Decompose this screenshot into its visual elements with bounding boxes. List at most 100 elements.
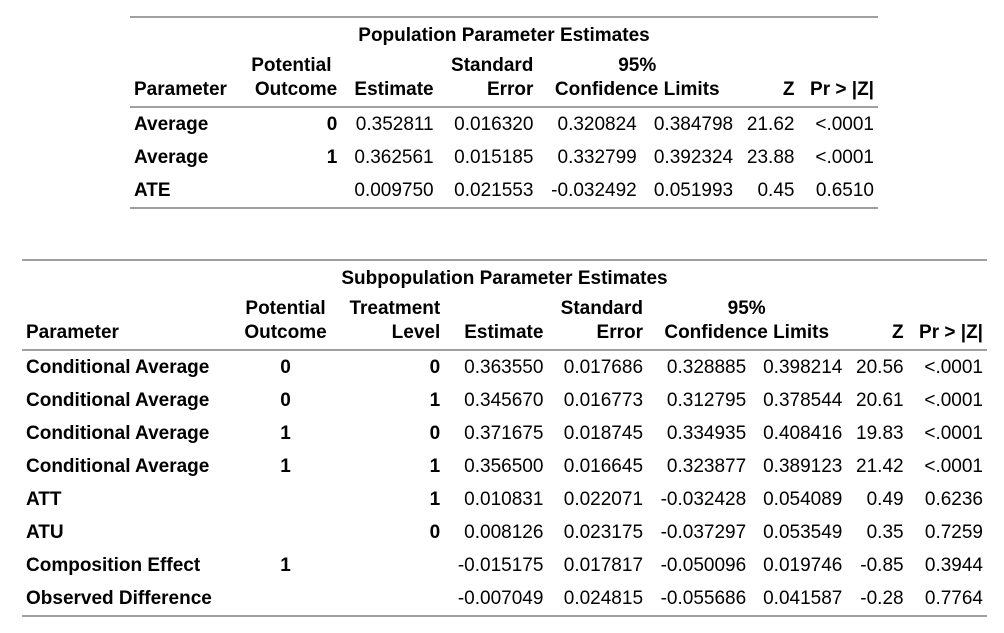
row-stderr: 0.016320 (454, 114, 534, 135)
row-outcome: 1 (280, 555, 291, 576)
header-outcome: Outcome (235, 321, 336, 351)
header-error: Error (547, 321, 648, 351)
row-z: -0.85 (860, 555, 904, 576)
subpopulation-table-title: Subpopulation Parameter Estimates (341, 268, 668, 289)
header-z: Z (737, 78, 799, 108)
population-table-body: Average 0 0.352811 0.016320 0.320824 0.384798… (130, 107, 878, 209)
row-stderr: 0.018745 (563, 423, 644, 444)
row-outcome: 1 (280, 456, 291, 477)
row-estimate: 0.371675 (464, 423, 544, 444)
row-estimate: -0.015175 (457, 555, 544, 576)
row-p: 0.7259 (924, 522, 983, 543)
row-z: -0.28 (846, 582, 908, 617)
row-estimate: 0.010831 (464, 489, 544, 510)
population-estimates-table: Population Parameter Estimates Potential… (130, 16, 878, 209)
population-table-title: Population Parameter Estimates (358, 25, 650, 46)
row-outcome: 0 (326, 114, 338, 135)
row-parameter: Conditional Average (26, 390, 210, 411)
row-outcome: 1 (326, 147, 338, 168)
row-p: <.0001 (924, 423, 983, 444)
row-treatment: 1 (429, 489, 441, 510)
row-stderr: 0.021553 (437, 174, 538, 209)
header-p: Pr > |Z| (907, 321, 987, 351)
row-upper-limit: 0.378544 (763, 390, 843, 411)
header-standard: Standard (451, 55, 534, 76)
table-row: Conditional Average 0 0 0.363550 0.017686 0.3… (22, 350, 987, 384)
table-row: Observed Difference -0.007049 0.024815 -0.0… (22, 582, 987, 617)
row-outcome (235, 582, 336, 617)
row-z: 23.88 (746, 147, 795, 168)
row-lower-limit: 0.312795 (666, 390, 747, 411)
header-z: Z (846, 321, 908, 351)
row-stderr: 0.022071 (563, 489, 644, 510)
row-z: 21.42 (856, 456, 904, 477)
row-outcome (236, 483, 336, 516)
row-lower-limit: -0.032492 (537, 174, 641, 209)
row-upper-limit: 0.041587 (750, 582, 847, 617)
table-row: ATE 0.009750 0.021553 -0.032492 0.051993 0.45… (130, 174, 878, 209)
header-95pct: 95% (618, 55, 657, 76)
row-upper-limit: 0.398214 (763, 357, 843, 378)
row-estimate: 0.352811 (355, 114, 434, 135)
row-treatment: 0 (429, 522, 441, 543)
row-estimate: 0.362561 (354, 147, 434, 168)
row-p: <.0001 (924, 456, 983, 477)
row-lower-limit: -0.050096 (660, 555, 747, 576)
table-row: ATT 1 0.010831 0.022071 -0.032428 0.054089 0.4… (22, 483, 987, 516)
row-parameter: Conditional Average (26, 423, 210, 444)
header-confidence-limits: Confidence Limits (647, 321, 847, 351)
header-standard: Standard (560, 298, 644, 319)
row-stderr: 0.016645 (563, 456, 644, 477)
row-upper-limit: 0.384798 (653, 114, 734, 135)
table-row: Conditional Average 1 1 0.356500 0.016645 0.3… (22, 450, 987, 483)
header-estimate: Estimate (341, 78, 438, 108)
row-parameter: Conditional Average (26, 357, 210, 378)
header-error: Error (437, 78, 538, 108)
row-outcome: 0 (280, 390, 291, 411)
row-stderr: 0.016773 (563, 390, 644, 411)
row-z: 0.49 (866, 489, 904, 510)
row-estimate: 0.008126 (464, 522, 544, 543)
row-outcome: 0 (280, 357, 291, 378)
table-row: Average 0 0.352811 0.016320 0.320824 0.384798… (130, 107, 878, 141)
table-row: Composition Effect 1 -0.015175 0.017817 -0.0… (22, 549, 987, 582)
row-outcome (236, 516, 336, 549)
row-z: 0.45 (737, 174, 799, 209)
table-row: Conditional Average 0 1 0.345670 0.016773 0.3… (22, 384, 987, 417)
header-potential: Potential (245, 298, 326, 319)
header-parameter: Parameter (22, 321, 236, 351)
row-upper-limit: 0.408416 (763, 423, 843, 444)
header-95pct: 95% (727, 298, 766, 319)
row-treatment (335, 549, 444, 582)
row-parameter: Conditional Average (26, 456, 210, 477)
row-lower-limit: 0.320824 (557, 114, 637, 135)
row-estimate: 0.356500 (464, 456, 544, 477)
header-p: Pr > |Z| (798, 78, 878, 108)
row-outcome: 1 (280, 423, 291, 444)
row-upper-limit: 0.019746 (763, 555, 843, 576)
row-p: <.0001 (815, 114, 874, 135)
row-treatment: 1 (429, 390, 441, 411)
row-estimate: 0.009750 (341, 174, 438, 209)
row-lower-limit: -0.032428 (660, 489, 747, 510)
header-parameter: Parameter (130, 78, 242, 108)
row-stderr: 0.024815 (547, 582, 648, 617)
row-upper-limit: 0.053549 (763, 522, 843, 543)
header-potential: Potential (251, 55, 332, 76)
header-estimate: Estimate (444, 321, 548, 351)
header-level: Level (335, 321, 445, 351)
row-p: <.0001 (924, 357, 983, 378)
row-parameter: ATE (130, 174, 242, 209)
row-estimate: 0.345670 (464, 390, 544, 411)
row-upper-limit: 0.392324 (653, 147, 734, 168)
row-parameter: Observed Difference (22, 582, 236, 617)
row-treatment: 1 (429, 456, 441, 477)
row-parameter: Composition Effect (26, 555, 201, 576)
row-stderr: 0.017817 (563, 555, 644, 576)
row-estimate: -0.007049 (444, 582, 548, 617)
row-p: <.0001 (924, 390, 983, 411)
row-treatment: 0 (429, 357, 441, 378)
row-stderr: 0.015185 (454, 147, 534, 168)
row-upper-limit: 0.051993 (640, 174, 738, 209)
row-z: 20.61 (856, 390, 904, 411)
